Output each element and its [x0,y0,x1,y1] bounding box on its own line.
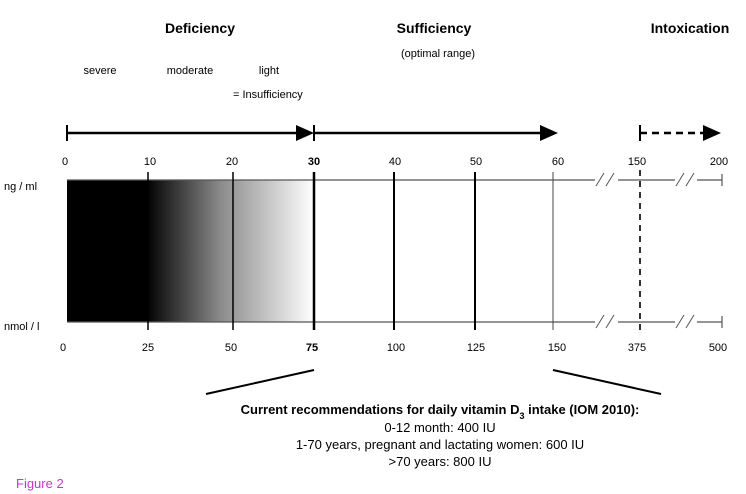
nmol-tick: 150 [548,342,566,354]
ng-axis-line [67,172,723,187]
ng-tick: 30 [308,156,320,168]
unit-ng-ml: ng / ml [4,181,37,193]
ng-tick: 150 [628,156,646,168]
recommendation-bracket-right [552,369,662,395]
nmol-tick: 375 [628,342,646,354]
severity-light: light [259,65,279,77]
nmol-tick: 125 [467,342,485,354]
deficiency-arrow [66,125,315,141]
ng-tick: 60 [552,156,564,168]
ng-tick: 50 [470,156,482,168]
ng-tick: 200 [710,156,728,168]
ng-tick-labels: 0 10 20 30 40 50 60 150 200 [62,156,728,168]
deficiency-gradient [67,180,314,322]
ng-tick: 0 [62,156,68,168]
severity-insufficiency: = Insufficiency [233,89,303,101]
optimal-range-label: (optimal range) [401,48,475,60]
nmol-tick: 25 [142,342,154,354]
sufficiency-arrow [314,125,558,141]
severity-severe: severe [83,65,116,77]
ng-tick: 20 [226,156,238,168]
nmol-tick: 75 [306,342,318,354]
recommendations-title: Current recommendations for daily vitami… [241,402,640,421]
heading-deficiency: Deficiency [165,20,235,36]
recommendation-line: 0-12 month: 400 IU [384,420,495,435]
nmol-tick: 500 [709,342,727,354]
unit-nmol-l: nmol / l [4,321,39,333]
recommendation-line: 1-70 years, pregnant and lactating women… [296,437,584,452]
severity-moderate: moderate [167,65,213,77]
recommendation-bracket-left [205,369,315,395]
nmol-tick: 0 [60,342,66,354]
nmol-tick-labels: 0 25 50 75 100 125 150 375 500 [60,342,727,354]
intoxication-arrow [639,125,721,141]
nmol-tick: 100 [387,342,405,354]
recommendation-line: >70 years: 800 IU [389,454,492,469]
ng-tick: 40 [389,156,401,168]
heading-intoxication: Intoxication [651,20,730,36]
ng-tick: 10 [144,156,156,168]
figure-caption: Figure 2 [16,476,64,491]
nmol-tick: 50 [225,342,237,354]
heading-sufficiency: Sufficiency [397,20,472,36]
nmol-axis-line [67,314,723,329]
